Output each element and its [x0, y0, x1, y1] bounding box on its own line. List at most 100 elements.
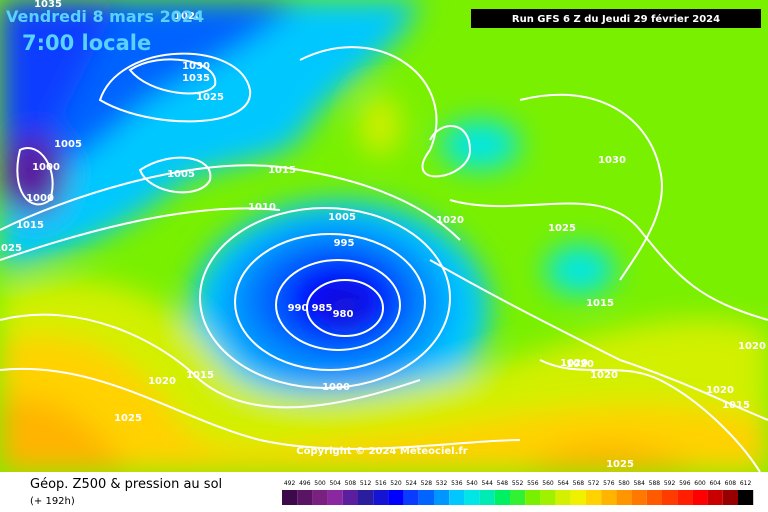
- isobar-label: 1020: [436, 215, 464, 226]
- scale-swatch: [494, 490, 510, 505]
- scale-label: 524: [405, 480, 417, 487]
- scale-swatch: [540, 490, 556, 505]
- scale-swatch: [662, 490, 678, 505]
- scale-label: 508: [345, 480, 357, 487]
- scale-swatch: [677, 490, 693, 505]
- scale-label: 572: [588, 480, 600, 487]
- isobar-label: 1015: [16, 220, 44, 231]
- scale-label: 592: [664, 480, 676, 487]
- scale-label: 588: [649, 480, 661, 487]
- scale-label: 600: [694, 480, 706, 487]
- isobar-label: 985: [312, 303, 333, 314]
- scale-swatch: [418, 490, 434, 505]
- scale-label: 504: [329, 480, 341, 487]
- scale-swatch: [570, 490, 586, 505]
- scale-label: 544: [481, 480, 493, 487]
- scale-swatch: [525, 490, 541, 505]
- isobar-label: 995: [334, 238, 355, 249]
- scale-swatch: [738, 490, 754, 505]
- scale-label: 548: [497, 480, 509, 487]
- scale-swatch: [358, 490, 374, 505]
- scale-label: 536: [451, 480, 463, 487]
- scale-label: 568: [573, 480, 585, 487]
- isobar-label: 1025: [196, 92, 224, 103]
- isobar-label: 1025: [548, 223, 576, 234]
- isobar-label: 1025: [606, 459, 634, 470]
- copyright: Copyright © 2024 Meteociel.fr: [296, 446, 467, 457]
- scale-swatch: [403, 490, 419, 505]
- isobar-label: 1020: [706, 385, 734, 396]
- run-info: Run GFS 6 Z du Jeudi 29 février 2024: [512, 13, 720, 25]
- scale-label: 580: [618, 480, 630, 487]
- scale-swatch: [722, 490, 738, 505]
- isobar-label: 1005: [328, 212, 356, 223]
- run-box: [471, 9, 761, 28]
- scale-label: 496: [299, 480, 311, 487]
- isobar-label: 1005: [54, 139, 82, 150]
- isobar-label: 1020: [148, 376, 176, 387]
- isobar-label: 1015: [186, 370, 214, 381]
- scale-swatch: [312, 490, 328, 505]
- scale-label: 540: [466, 480, 478, 487]
- isobar-lines: [0, 46, 768, 473]
- scale-label: 552: [512, 480, 524, 487]
- scale-label: 520: [390, 480, 402, 487]
- scale-label: 500: [314, 480, 326, 487]
- isobar-label: 1030: [182, 61, 210, 72]
- scale-label: 528: [421, 480, 433, 487]
- isobar-label: 1015: [268, 165, 296, 176]
- scale-swatch: [282, 490, 298, 505]
- scale-label: 556: [527, 480, 539, 487]
- isobar-label: 980: [333, 309, 354, 320]
- isobar-label: 1020: [560, 358, 588, 369]
- scale-label: 532: [436, 480, 448, 487]
- scale-label: 584: [633, 480, 645, 487]
- color-scale: 492 496 500 504 508 512 516 520 524 528 532 536 540 5…: [282, 480, 754, 505]
- scale-swatch: [631, 490, 647, 505]
- isobar-label: 1000: [26, 193, 54, 204]
- scale-swatch: [707, 490, 723, 505]
- geopotential-field: [0, 0, 768, 472]
- isobar-label: 1000: [322, 382, 350, 393]
- isobar-label: 1035: [34, 0, 62, 10]
- scale-label: 608: [725, 480, 737, 487]
- scale-label: 516: [375, 480, 387, 487]
- scale-label: 596: [679, 480, 691, 487]
- isobar-label: 1015: [586, 298, 614, 309]
- isobar-label: 1020: [566, 359, 594, 370]
- scale-label: 560: [542, 480, 554, 487]
- isobar-label: 1020: [174, 11, 202, 22]
- isobar-label: 1020: [590, 370, 618, 381]
- isobar-label: 1030: [598, 155, 626, 166]
- isobar-label: 1000: [32, 162, 60, 173]
- scale-swatch: [434, 490, 450, 505]
- footer-title: Géop. Z500 & pression au sol: [30, 477, 222, 492]
- isobar-label: 1005: [167, 169, 195, 180]
- scale-swatch: [479, 490, 495, 505]
- isobar-label: 1025: [0, 243, 22, 254]
- isobar-label: 1035: [182, 73, 210, 84]
- scale-label: 492: [284, 480, 296, 487]
- forecast-time: 7:00 locale: [22, 31, 151, 55]
- scale-label: 612: [740, 480, 752, 487]
- scale-label: 576: [603, 480, 615, 487]
- scale-swatch: [616, 490, 632, 505]
- scale-swatch: [327, 490, 343, 505]
- scale-swatch: [449, 490, 465, 505]
- scale-swatch: [510, 490, 526, 505]
- isobar-label: 1015: [722, 400, 750, 411]
- isobar-label: 1025: [114, 413, 142, 424]
- isobar-label: 990: [288, 303, 309, 314]
- scale-swatch: [373, 490, 389, 505]
- scale-label: 564: [557, 480, 569, 487]
- scale-swatch: [586, 490, 602, 505]
- scale-swatch: [464, 490, 480, 505]
- forecast-date: Vendredi 8 mars 2024: [6, 7, 204, 26]
- isobar-label: 1010: [248, 202, 276, 213]
- scale-label: 512: [360, 480, 372, 487]
- isobar-label: 1020: [738, 341, 766, 352]
- scale-label: 604: [709, 480, 721, 487]
- forecast-lead: (+ 192h): [30, 496, 75, 507]
- scale-swatch: [297, 490, 313, 505]
